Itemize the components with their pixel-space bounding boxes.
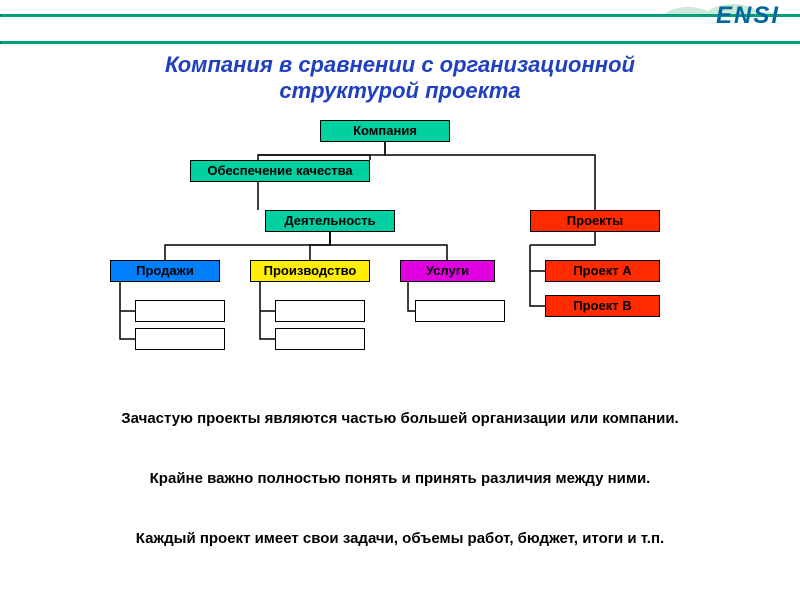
paragraph-2: Крайне важно полностью понять и принять … <box>0 470 800 487</box>
node-sales: Продажи <box>110 260 220 282</box>
node-e4 <box>275 328 365 350</box>
node-serv: Услуги <box>400 260 495 282</box>
paragraph-1: Зачастую проекты являются частью большей… <box>0 410 800 427</box>
node-e3 <box>275 300 365 322</box>
org-chart: Компания Обеспечение качества Деятельность… <box>0 120 800 380</box>
node-pa: Проект A <box>545 260 660 282</box>
page-title: Компания в сравнении с организационной с… <box>0 52 800 104</box>
node-activity: Деятельность <box>265 210 395 232</box>
title-line2: структурой проекта <box>279 78 520 103</box>
node-prod: Производство <box>250 260 370 282</box>
header-rule-1 <box>0 14 800 17</box>
header-rule-2 <box>0 41 800 44</box>
node-pb: Проект B <box>545 295 660 317</box>
node-e5 <box>415 300 505 322</box>
node-company: Компания <box>320 120 450 142</box>
title-line1: Компания в сравнении с организационной <box>165 52 635 77</box>
node-e2 <box>135 328 225 350</box>
node-e1 <box>135 300 225 322</box>
logo-text: ENSI <box>716 2 780 30</box>
node-qa: Обеспечение качества <box>190 160 370 182</box>
node-projects: Проекты <box>530 210 660 232</box>
paragraph-3: Каждый проект имеет свои задачи, объемы … <box>0 530 800 547</box>
org-chart-edges <box>0 120 800 380</box>
